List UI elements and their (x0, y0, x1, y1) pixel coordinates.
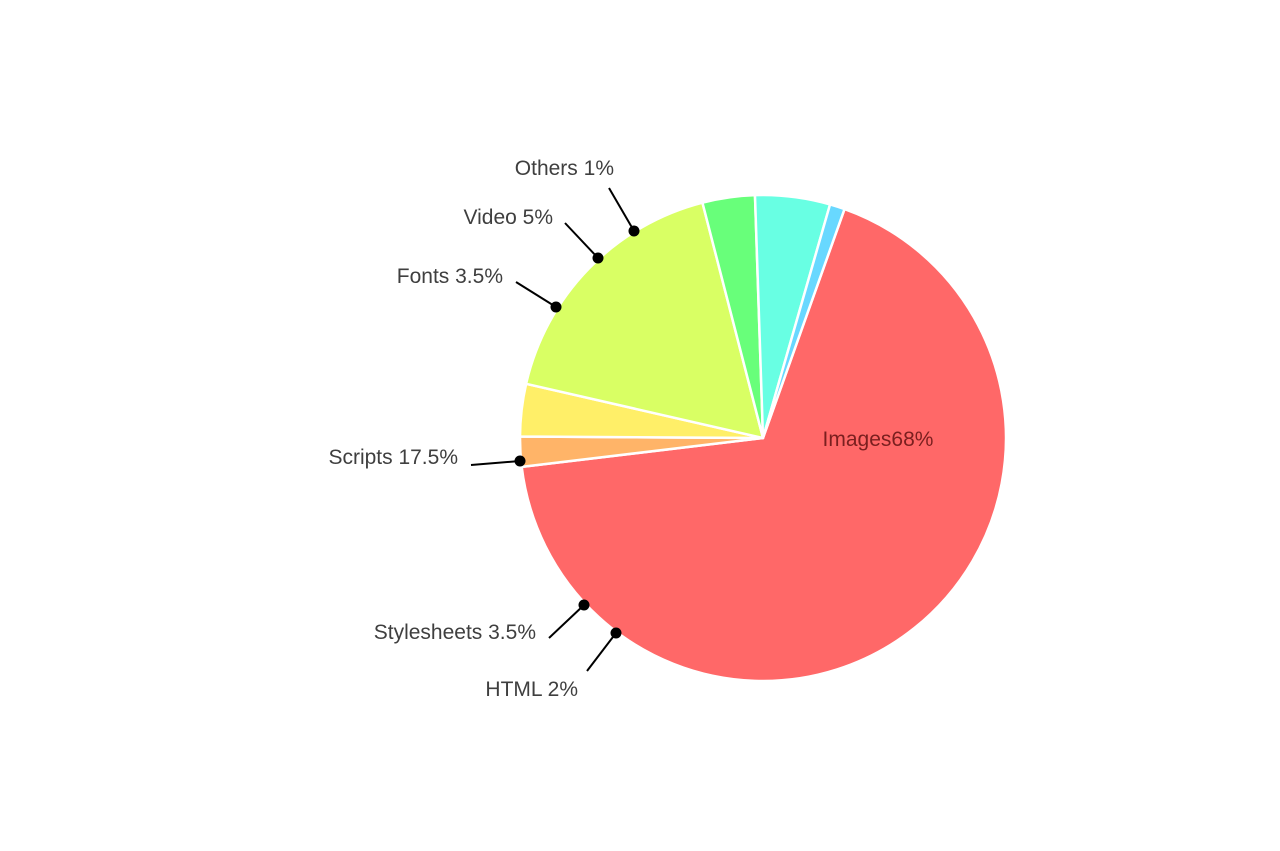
leader-dot-stylesheets (579, 600, 590, 611)
slice-label-html: HTML 2% (485, 678, 578, 701)
leader-dot-video (593, 253, 604, 264)
leader-dot-scripts (515, 456, 526, 467)
leader-line-stylesheets (549, 605, 584, 638)
leader-dot-others (629, 226, 640, 237)
slice-label-others: Others 1% (515, 157, 614, 180)
leader-dot-html (611, 628, 622, 639)
leader-line-video (565, 223, 598, 258)
leader-dot-fonts (551, 302, 562, 313)
slice-label-scripts: Scripts 17.5% (328, 446, 458, 469)
leader-line-scripts (471, 461, 520, 465)
leader-line-fonts (516, 282, 556, 307)
slice-label-stylesheets: Stylesheets 3.5% (374, 621, 536, 644)
leader-line-others (609, 188, 634, 231)
leader-line-html (587, 633, 616, 671)
slice-label-video: Video 5% (463, 206, 553, 229)
slice-label-images: Images68% (823, 428, 934, 451)
slice-label-fonts: Fonts 3.5% (397, 265, 503, 288)
